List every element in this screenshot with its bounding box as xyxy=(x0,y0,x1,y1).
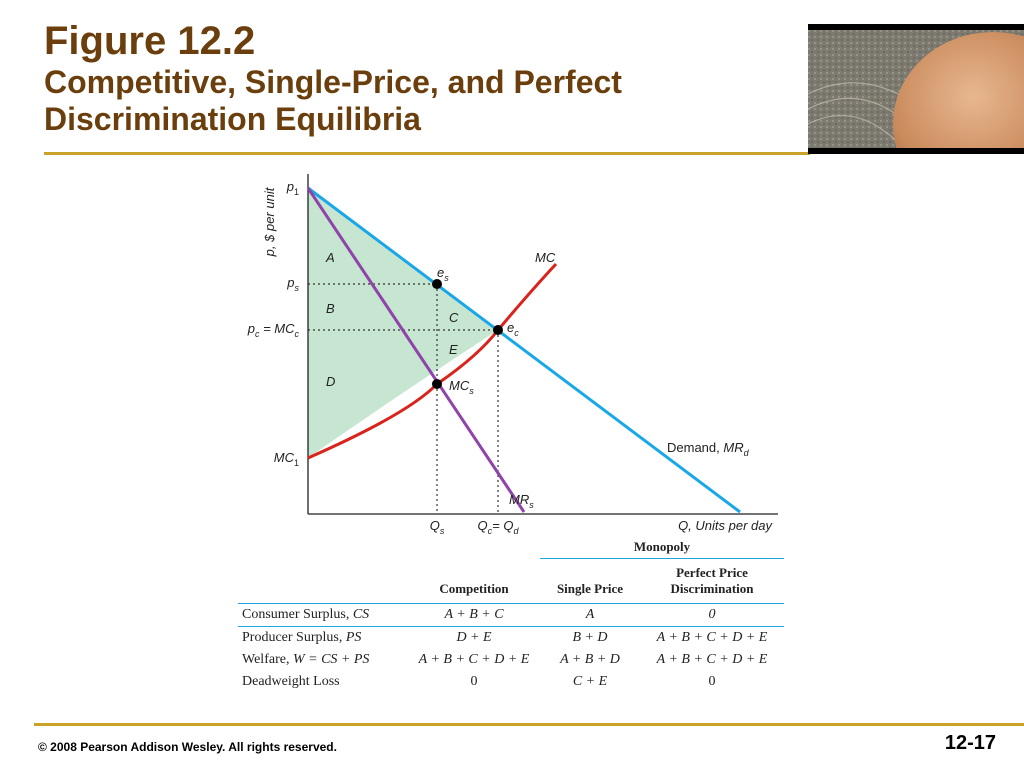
table-row: Deadweight Loss 0 C + E 0 xyxy=(238,671,784,693)
figure-number: Figure 12.2 xyxy=(44,19,256,63)
surplus-table: Monopoly Perfect Price Competition Singl… xyxy=(238,536,784,693)
competition-cell: A + B + C xyxy=(444,607,504,622)
page-number: 12-17 xyxy=(944,732,996,754)
mr-curve-label: MRs xyxy=(509,492,534,510)
single-price-point xyxy=(432,279,442,289)
equilibria-diagram: p, $ per unit p1 ps pc = MCc MC1 Qs Qc= … xyxy=(238,160,784,545)
p1-tick-label: p1 xyxy=(286,179,299,197)
mc1-tick-label: MC1 xyxy=(274,450,299,468)
perfect-cell: 0 xyxy=(708,607,716,622)
ec-point-label: ec xyxy=(507,320,519,338)
table-row: Welfare, W = CS + PS A + B + C + D + E A… xyxy=(238,649,784,671)
row-label: Producer Surplus, PS xyxy=(242,630,362,645)
demand-curve-label: Demand, MRd xyxy=(667,440,750,458)
row-label: Deadweight Loss xyxy=(242,674,340,689)
footer-divider xyxy=(34,723,1024,726)
mc-curve xyxy=(307,262,558,460)
single-price-cell: C + E xyxy=(572,674,608,689)
single-price-header: Single Price xyxy=(556,581,624,596)
mcs-point xyxy=(432,379,442,389)
area-d-label: D xyxy=(326,374,335,389)
surplus-area xyxy=(308,188,498,458)
row-label: Consumer Surplus, CS xyxy=(242,607,370,622)
qs-tick-label: Qs xyxy=(430,518,445,536)
row-label: Welfare, W = CS + PS xyxy=(242,652,370,667)
area-e-label: E xyxy=(449,342,458,357)
area-b-label: B xyxy=(326,301,335,316)
competition-header: Competition xyxy=(439,581,509,596)
mcs-point-label: MCs xyxy=(449,378,474,396)
ps-tick-label: ps xyxy=(286,275,299,293)
figure-title-line-1: Competitive, Single-Price, and Perfect xyxy=(44,64,622,100)
figure-title-line-2: Discrimination Equilibria xyxy=(44,101,421,137)
pc-tick-label: pc = MCc xyxy=(247,321,300,339)
competition-cell: 0 xyxy=(470,674,478,689)
decorative-stone-photo xyxy=(808,24,1024,154)
mr-curve xyxy=(306,187,526,513)
single-price-cell: A xyxy=(585,607,595,622)
es-point-label: es xyxy=(437,265,449,283)
perfect-cell: A + B + C + D + E xyxy=(656,652,768,667)
copyright-notice: © 2008 Pearson Addison Wesley. All right… xyxy=(38,740,337,754)
table-row: Producer Surplus, PS D + E B + D A + B +… xyxy=(238,627,784,650)
x-axis-label: Q, Units per day xyxy=(678,518,773,533)
slide-title-block: Figure 12.2 Competitive, Single-Price, a… xyxy=(44,18,804,138)
competition-cell: D + E xyxy=(456,630,492,645)
single-price-cell: A + B + D xyxy=(560,652,620,667)
perfect-header-line-1: Perfect Price xyxy=(676,565,748,580)
area-c-label: C xyxy=(449,310,459,325)
monopoly-header: Monopoly xyxy=(540,536,784,559)
perfect-cell: A + B + C + D + E xyxy=(656,630,768,645)
qc-tick-label: Qc= Qd xyxy=(478,518,520,536)
competitive-point xyxy=(493,325,503,335)
y-axis-label: p, $ per unit xyxy=(262,186,277,257)
area-a-label: A xyxy=(325,250,335,265)
demand-curve xyxy=(307,186,741,514)
perfect-header-line-2: Discrimination xyxy=(670,581,754,596)
surplus-table-wrap: Monopoly Perfect Price Competition Singl… xyxy=(238,536,784,693)
table-row: Consumer Surplus, CS A + B + C A 0 xyxy=(238,604,784,627)
single-price-cell: B + D xyxy=(572,630,608,645)
mc-curve-label: MC xyxy=(535,250,556,265)
title-divider xyxy=(44,152,810,155)
competition-cell: A + B + C + D + E xyxy=(418,652,530,667)
perfect-cell: 0 xyxy=(708,674,716,689)
